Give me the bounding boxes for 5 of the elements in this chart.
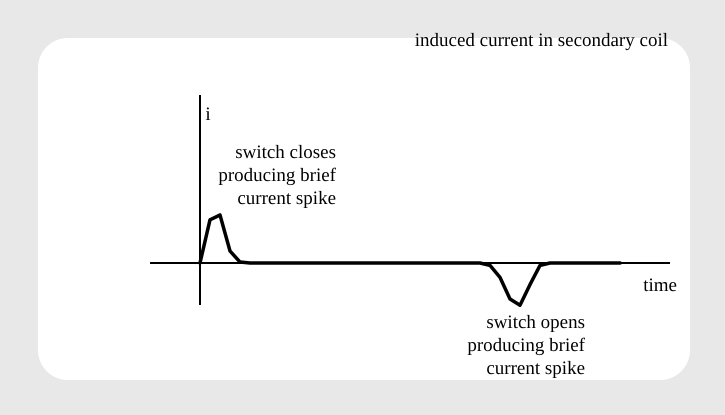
- y-axis-title: i: [205, 104, 211, 125]
- text: switch opens producing brief current spike: [467, 312, 586, 379]
- text: switch closes producing brief current spike: [218, 142, 337, 209]
- chart-title: induced current in secondary coil: [414, 30, 668, 51]
- x-axis-title: time: [643, 275, 677, 296]
